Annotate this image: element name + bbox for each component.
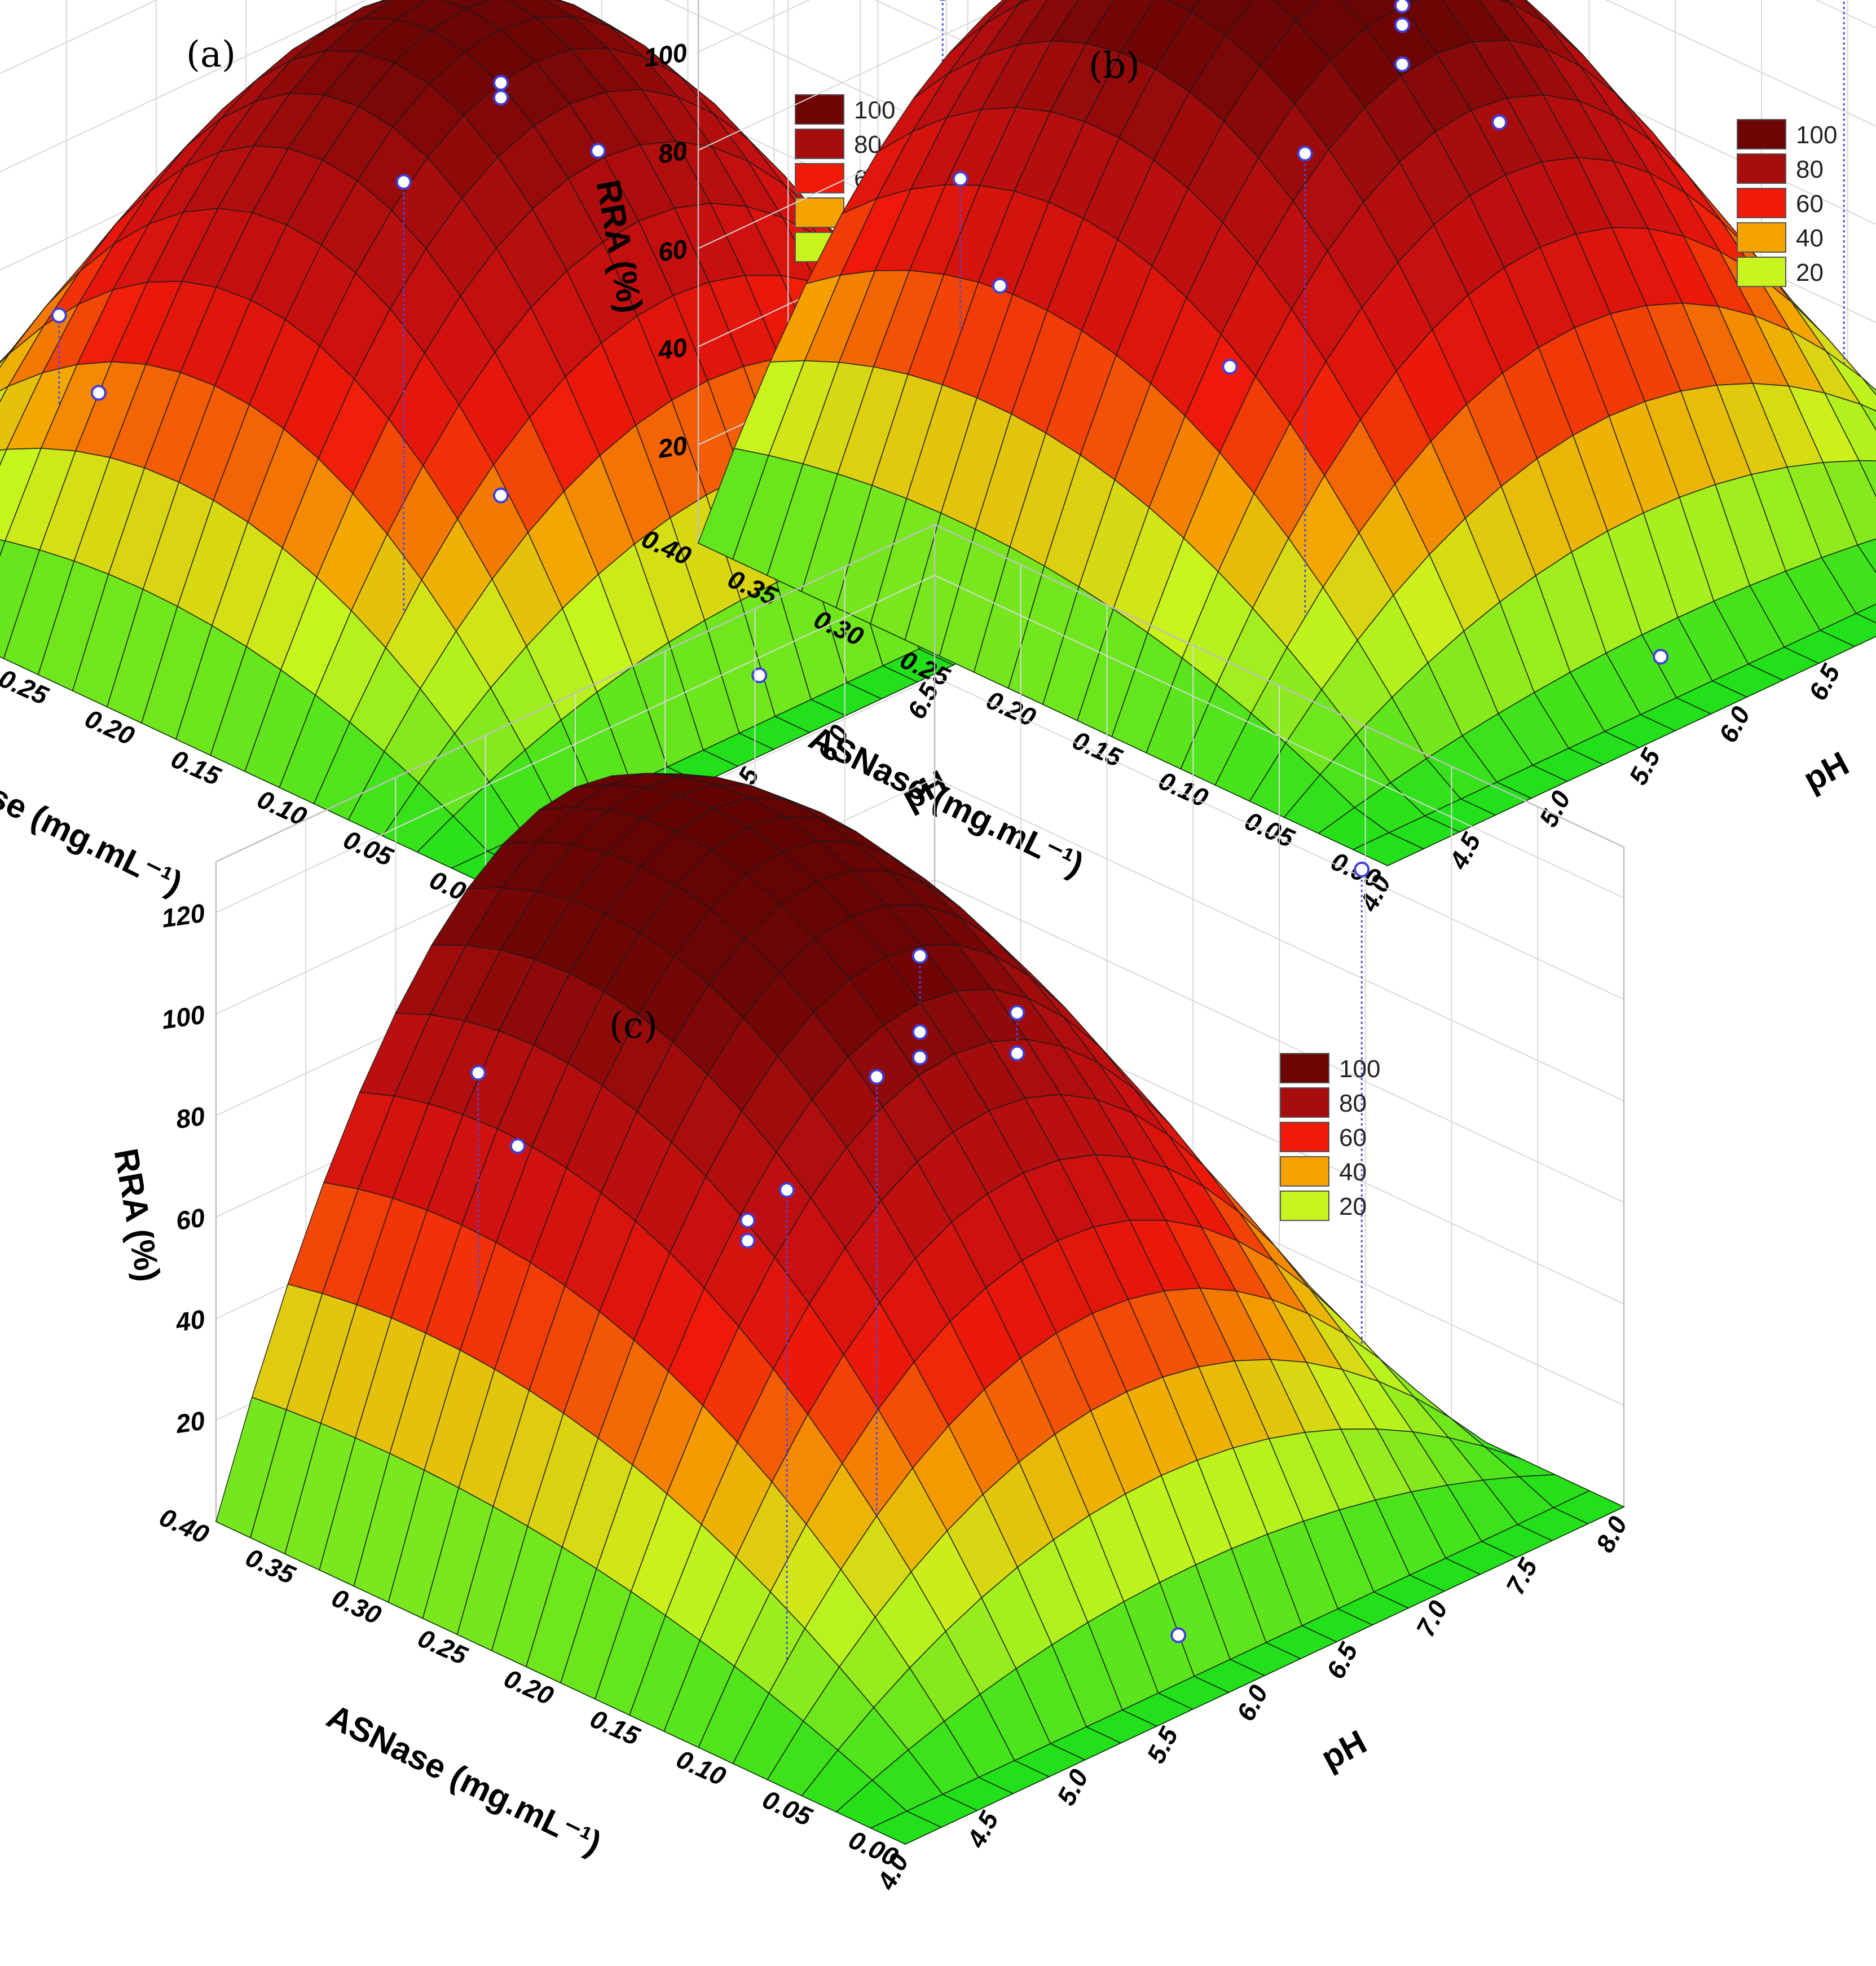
data-point xyxy=(90,385,107,401)
data-point xyxy=(1491,114,1508,130)
y-axis-label: pH xyxy=(1315,1723,1372,1778)
data-points xyxy=(952,0,1845,665)
surface-patch xyxy=(870,1810,943,1845)
color-legend: 100 80 60 40 20 xyxy=(1737,119,1837,287)
data-point xyxy=(992,277,1008,294)
legend-label: 40 xyxy=(1339,1158,1367,1186)
z-tick-label: 20 xyxy=(655,430,689,464)
legend-swatch xyxy=(1737,257,1786,287)
x-axis-label: ASNase (mg.mL⁻¹) xyxy=(0,737,188,902)
data-point xyxy=(912,948,928,964)
x-axis-label: ASNase (mg.mL⁻¹) xyxy=(321,1697,607,1862)
data-point xyxy=(1354,861,1370,878)
data-point xyxy=(739,1213,756,1228)
x-tick-label: 0.40 xyxy=(155,1502,213,1549)
surface-patch xyxy=(1352,832,1425,866)
data-point xyxy=(509,1138,526,1154)
data-point xyxy=(912,1024,928,1040)
legend-swatch xyxy=(795,94,844,125)
z-tick-label: 20 xyxy=(173,1405,206,1439)
legend-swatch xyxy=(1737,119,1786,149)
legend-swatch xyxy=(1280,1122,1329,1152)
legend-label: 80 xyxy=(1796,156,1824,183)
legend-swatch xyxy=(1737,222,1786,253)
legend-label: 20 xyxy=(1796,259,1824,286)
data-points xyxy=(470,861,1370,1660)
z-tick-label: 100 xyxy=(642,38,689,73)
data-point xyxy=(1394,56,1410,72)
z-axis-label: RRA (%) xyxy=(107,1146,168,1285)
data-point xyxy=(912,1050,928,1065)
z-tick-label: 100 xyxy=(160,999,207,1034)
legend-label: 20 xyxy=(1339,1193,1367,1220)
data-point xyxy=(493,90,509,106)
data-point xyxy=(1222,359,1238,375)
legend-swatch xyxy=(1280,1087,1329,1118)
z-tick-label: 60 xyxy=(656,234,689,267)
panel-label: (a) xyxy=(186,34,236,76)
data-point xyxy=(493,487,509,504)
data-point xyxy=(51,307,67,324)
panel-label: (b) xyxy=(1089,45,1140,87)
legend-swatch xyxy=(1737,153,1786,184)
data-point xyxy=(1394,0,1410,14)
z-tick-label: 60 xyxy=(174,1202,206,1236)
legend-label: 60 xyxy=(1796,190,1824,218)
z-tick-label: 40 xyxy=(173,1304,206,1337)
z-tick-label: 80 xyxy=(174,1101,206,1134)
legend-label: 100 xyxy=(1796,121,1837,149)
color-legend: 100 80 60 40 20 xyxy=(1280,1053,1380,1221)
legend-swatch xyxy=(1737,188,1786,218)
data-point xyxy=(952,171,968,187)
legend-swatch xyxy=(795,197,844,228)
data-point xyxy=(590,143,606,159)
data-point xyxy=(1394,17,1410,33)
data-point xyxy=(1009,1004,1025,1021)
legend-label: 100 xyxy=(1339,1055,1380,1083)
data-point xyxy=(1170,1627,1187,1643)
legend-swatch xyxy=(1280,1191,1329,1221)
panel-label: (c) xyxy=(609,1005,658,1047)
data-point xyxy=(779,1182,795,1198)
legend-label: 60 xyxy=(1339,1124,1367,1152)
data-point xyxy=(1297,146,1313,162)
data-point xyxy=(1653,649,1669,665)
z-tick-label: 80 xyxy=(656,136,689,169)
data-point xyxy=(869,1069,885,1085)
legend-swatch xyxy=(1280,1053,1329,1083)
response-surface xyxy=(697,0,1876,866)
data-point xyxy=(395,174,412,190)
legend-swatch xyxy=(1280,1156,1329,1187)
legend-swatch xyxy=(795,163,844,193)
data-point xyxy=(1009,1045,1025,1061)
legend-label: 40 xyxy=(1796,224,1824,252)
z-tick-label: 40 xyxy=(655,332,689,365)
legend-swatch xyxy=(795,129,844,159)
z-tick-label: 120 xyxy=(160,898,207,933)
legend-label: 80 xyxy=(1339,1090,1367,1117)
data-point xyxy=(470,1065,486,1081)
y-axis-label: pH xyxy=(1797,744,1855,799)
data-point xyxy=(493,75,509,91)
data-point xyxy=(751,667,768,684)
response-surface xyxy=(215,773,1625,1845)
legend-label: 100 xyxy=(854,96,895,124)
data-point xyxy=(739,1233,756,1249)
z-axis: 20 40 60 80 100 120 RRA (%) xyxy=(107,898,207,1439)
